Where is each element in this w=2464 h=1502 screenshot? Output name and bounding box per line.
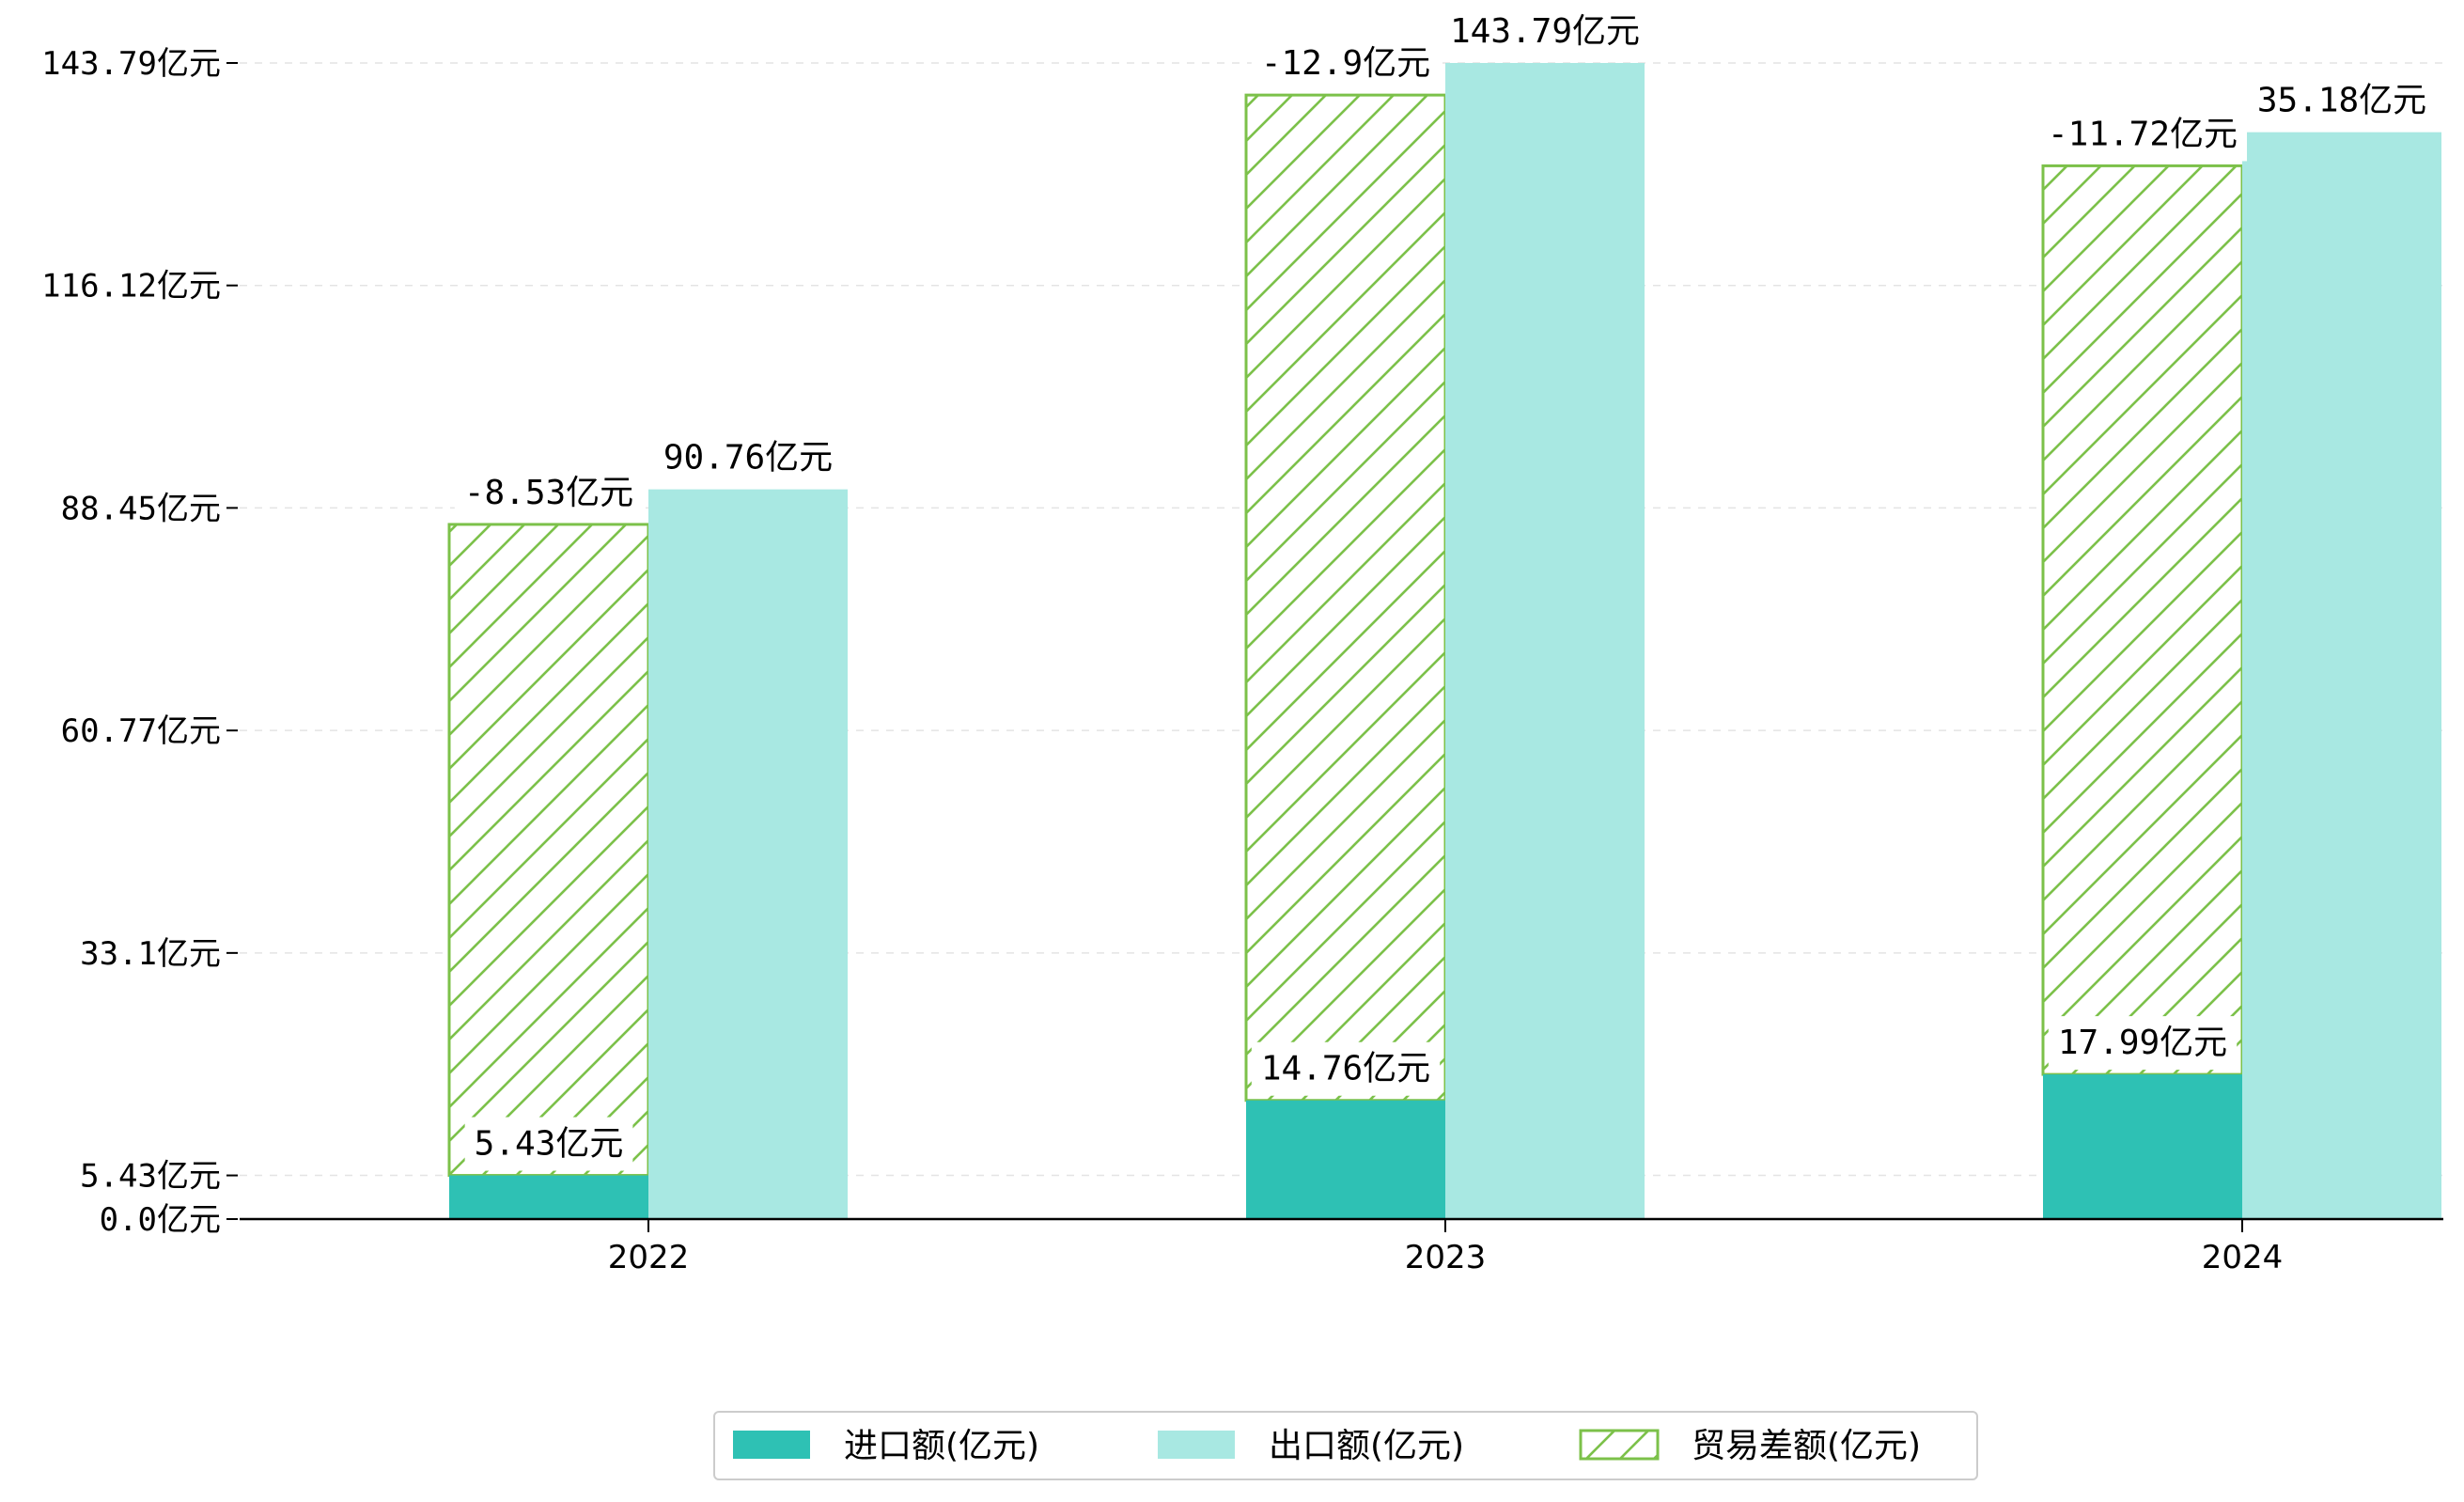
legend-label-import: 进口额(亿元) <box>844 1427 1039 1465</box>
data-labels: 5.43亿元 -8.53亿元 90.76亿元 14.76亿元 -12.9亿元 143.79… <box>454 5 2437 1171</box>
axes: 0.0亿元 5.43亿元 33.1亿元 60.77亿元 88.45亿元 116.12亿元 1… <box>41 45 2443 1276</box>
legend-swatch-export <box>1158 1431 1235 1459</box>
label-export-2022-text: 90.76亿元 <box>663 439 833 477</box>
legend-swatch-import <box>733 1431 810 1459</box>
bars <box>447 63 2441 1220</box>
label-export-2022-bg <box>653 430 843 485</box>
bar-balance-2022 <box>447 523 650 1178</box>
label-balance-2024-bg <box>2037 107 2248 162</box>
label-export-2024: 35.18亿元 <box>2247 73 2437 128</box>
label-import-2023-text: 14.76亿元 <box>1261 1050 1430 1088</box>
legend-box <box>713 1411 1978 1480</box>
bar-export-2022 <box>648 489 848 1219</box>
y-tick-label: 0.0亿元 <box>100 1201 221 1239</box>
x-tick-label: 2023 <box>1405 1239 1487 1276</box>
bar-export-2023 <box>1445 63 1645 1219</box>
legend-label-balance: 贸易差额(亿元) <box>1692 1427 1921 1465</box>
label-import-2024-bg <box>2048 1016 2238 1071</box>
legend-label-export: 出口额(亿元) <box>1269 1427 1464 1465</box>
label-import-2023: 14.76亿元 <box>1251 1041 1441 1096</box>
y-tick-label: 5.43亿元 <box>80 1158 221 1196</box>
label-balance-2024-text: -11.72亿元 <box>2048 115 2238 153</box>
x-tick-label: 2022 <box>608 1239 690 1276</box>
x-tick-label: 2024 <box>2202 1239 2284 1276</box>
label-export-2024-text: 35.18亿元 <box>2257 82 2426 120</box>
label-export-2022: 90.76亿元 <box>653 430 843 485</box>
label-import-2023-bg <box>1251 1041 1441 1096</box>
label-balance-2022-text: -8.53亿元 <box>464 474 633 512</box>
label-import-2022-bg <box>464 1117 633 1171</box>
y-tick-label: 143.79亿元 <box>41 45 221 83</box>
y-tick-label: 33.1亿元 <box>80 935 221 973</box>
label-export-2023-bg <box>1440 5 1650 58</box>
label-balance-2024: -11.72亿元 <box>2037 107 2248 162</box>
label-balance-2023-bg <box>1251 37 1441 91</box>
label-import-2022-text: 5.43亿元 <box>475 1125 624 1164</box>
label-balance-2022-bg <box>454 465 644 520</box>
bar-export-2024 <box>2242 132 2441 1220</box>
y-tick-label: 60.77亿元 <box>61 712 221 750</box>
y-tick-label: 88.45亿元 <box>61 490 221 527</box>
label-balance-2023-text: -12.9亿元 <box>1261 44 1430 83</box>
label-export-2023-text: 143.79亿元 <box>1450 12 1640 51</box>
bar-balance-2024 <box>2041 164 2244 1076</box>
legend-swatch-balance <box>1579 1429 1660 1461</box>
label-export-2023: 143.79亿元 <box>1440 5 1650 58</box>
bar-import-2024 <box>2043 1074 2242 1219</box>
bar-import-2023 <box>1246 1100 1445 1219</box>
y-tick-label: 116.12亿元 <box>41 268 221 305</box>
label-import-2024-text: 17.99亿元 <box>2058 1024 2227 1062</box>
label-balance-2023: -12.9亿元 <box>1251 37 1441 91</box>
label-balance-2022: -8.53亿元 <box>454 465 644 520</box>
label-export-2024-bg <box>2247 73 2437 128</box>
bar-balance-2023 <box>1244 93 1447 1103</box>
label-import-2024: 17.99亿元 <box>2048 1016 2238 1071</box>
legend: 进口额(亿元) 出口额(亿元) 贸易差额(亿元) <box>713 1411 1978 1480</box>
label-import-2022: 5.43亿元 <box>464 1117 633 1171</box>
bar-import-2022 <box>449 1175 648 1219</box>
